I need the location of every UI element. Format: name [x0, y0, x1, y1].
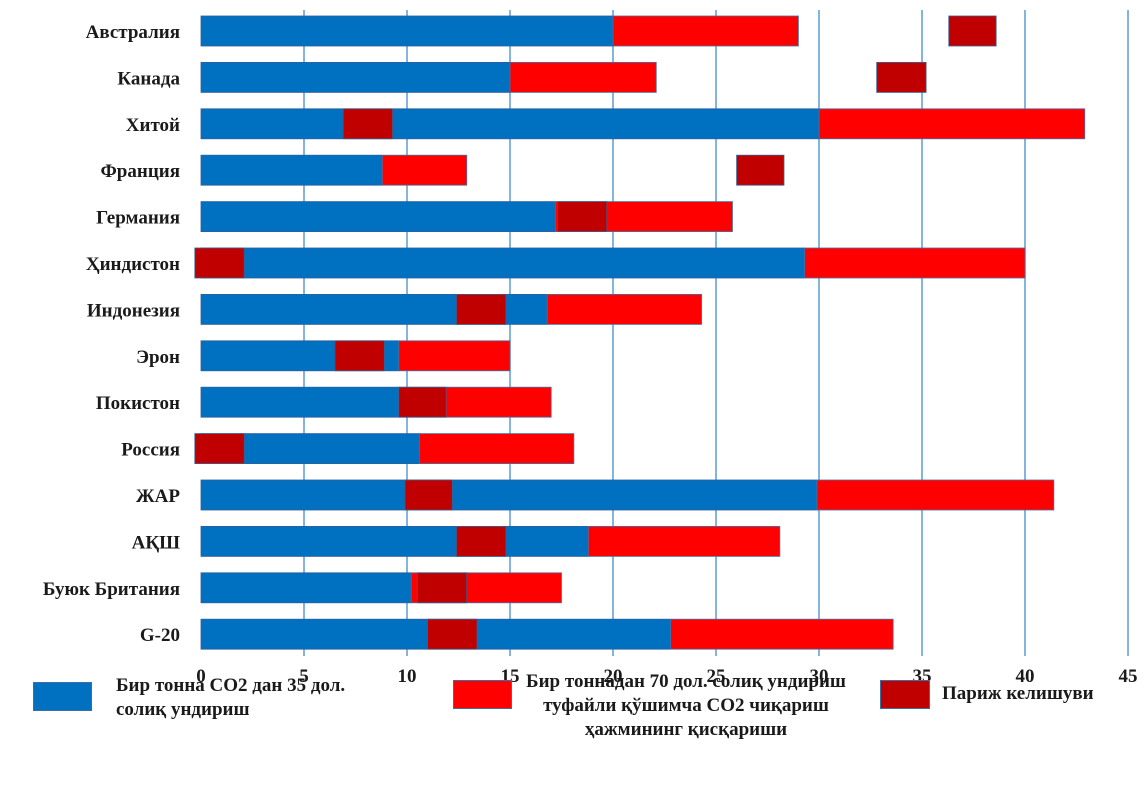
bar-tax70-row-3: [381, 154, 468, 186]
bar-tax70-row-2: [818, 108, 1086, 140]
category-label-0: Австралия: [86, 22, 180, 43]
bar-tax35-row-4: [200, 201, 556, 233]
x-tick-25: 25: [707, 666, 726, 687]
legend-label-paris: Париж келишуви: [942, 683, 1094, 704]
bar-tax70-row-5: [804, 247, 1026, 279]
category-label-12: Буюк Британия: [43, 579, 180, 600]
bar-tax70-row-9: [418, 433, 575, 465]
category-label-3: Франция: [100, 161, 180, 182]
category-label-1: Канада: [117, 68, 180, 89]
category-label-4: Германия: [96, 208, 180, 229]
chart: Австралия Канада Хитой Франция Германия Ҳинди…: [43, 10, 1138, 687]
bar-paris-row-5: [194, 247, 245, 279]
bars: [194, 15, 1086, 650]
bar-paris-row-4: [556, 201, 608, 233]
legend-label-tax70: Бир тоннадан 70 дол. солиқ ундириш туфай…: [526, 671, 846, 740]
bar-tax35-row-1: [200, 62, 511, 93]
legend-item-paris: Париж келишуви: [880, 674, 1140, 709]
x-tick-0: 0: [196, 666, 206, 687]
x-tick-20: 20: [604, 666, 623, 687]
category-label-8: Покистон: [96, 393, 180, 414]
bar-tax35-row-11: [200, 526, 589, 557]
bar-paris-row-11: [456, 526, 507, 557]
bar-tax35-row-0: [200, 15, 614, 47]
bar-paris-row-7: [334, 340, 385, 372]
legend-item-tax70: Бир тоннадан 70 дол. солиқ ундириш туфай…: [453, 670, 853, 742]
bar-tax35-row-8: [200, 386, 400, 418]
category-label-10: ЖАР: [136, 486, 181, 507]
category-label-5: Ҳиндистон: [86, 254, 180, 275]
category-label-13: G-20: [140, 625, 180, 646]
bar-tax35-row-12: [200, 572, 412, 604]
bar-tax35-row-3: [200, 154, 383, 186]
bar-tax70-row-1: [509, 62, 657, 93]
bar-paris-row-10: [404, 479, 453, 511]
bar-paris-row-8: [398, 386, 447, 418]
legend-swatch-tax70: [453, 680, 512, 709]
bar-tax70-row-0: [612, 15, 799, 47]
bar-tax70-row-10: [816, 479, 1055, 511]
x-tick-5: 5: [299, 666, 309, 687]
category-label-9: Россия: [121, 440, 180, 461]
category-labels: Австралия Канада Хитой Франция Германия Ҳинди…: [43, 22, 181, 646]
category-label-11: АҚШ: [132, 532, 180, 553]
bar-tax35-row-5: [200, 247, 805, 279]
bar-paris-row-13: [427, 618, 478, 650]
legend-label-tax35: Бир тонна СО2 дан 35 дол. солиқ ундириш: [116, 675, 346, 720]
bar-tax70-row-6: [546, 293, 702, 325]
bar-paris-row-6: [456, 293, 507, 325]
x-tick-30: 30: [810, 666, 829, 687]
gridlines: [303, 10, 1129, 656]
legend-swatch-paris: [880, 680, 930, 709]
bar-tax70-row-7: [398, 340, 511, 372]
bar-paris-row-12: [416, 572, 468, 604]
bar-paris-row-2: [342, 108, 393, 140]
category-label-7: Эрон: [136, 347, 180, 368]
category-label-2: Хитой: [126, 115, 180, 136]
category-label-6: Индонезия: [87, 300, 180, 321]
bar-paris-row-1: [876, 62, 927, 93]
bar-tax35-row-10: [200, 479, 818, 511]
bar-paris-row-0: [948, 15, 997, 47]
x-tick-40: 40: [1016, 666, 1035, 687]
bar-tax35-row-2: [200, 108, 820, 140]
legend-item-tax35: Бир тонна СО2 дан 35 дол. солиқ ундириш: [33, 674, 403, 722]
legend-swatch-tax35: [33, 682, 92, 711]
x-tick-10: 10: [398, 666, 417, 687]
bar-paris-row-3: [736, 154, 785, 186]
x-tick-45: 45: [1119, 666, 1138, 687]
bar-paris-row-9: [194, 433, 245, 465]
bar-tax70-row-11: [587, 526, 781, 557]
bar-tax70-row-13: [670, 618, 894, 650]
